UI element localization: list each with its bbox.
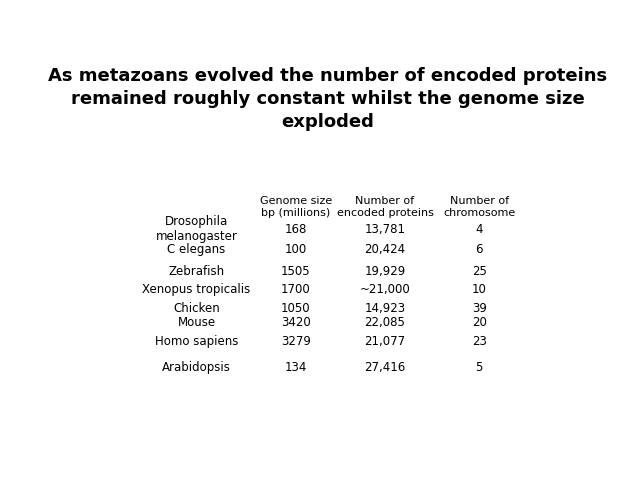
Text: As metazoans evolved the number of encoded proteins
remained roughly constant wh: As metazoans evolved the number of encod… (49, 67, 607, 131)
Text: 10: 10 (472, 283, 486, 296)
Text: Homo sapiens: Homo sapiens (155, 335, 238, 348)
Text: 4: 4 (476, 223, 483, 236)
Text: 3420: 3420 (281, 316, 310, 329)
Text: 27,416: 27,416 (364, 361, 406, 374)
Text: 168: 168 (285, 223, 307, 236)
Text: Zebrafish: Zebrafish (168, 265, 225, 278)
Text: Xenopus tropicalis: Xenopus tropicalis (143, 283, 251, 296)
Text: 21,077: 21,077 (364, 335, 406, 348)
Text: Genome size: Genome size (260, 196, 332, 206)
Text: 22,085: 22,085 (365, 316, 406, 329)
Text: C elegans: C elegans (168, 243, 226, 256)
Text: 13,781: 13,781 (365, 223, 406, 236)
Text: 19,929: 19,929 (364, 265, 406, 278)
Text: bp (millions): bp (millions) (261, 208, 330, 218)
Text: 6: 6 (476, 243, 483, 256)
Text: Chicken: Chicken (173, 302, 220, 315)
Text: 5: 5 (476, 361, 483, 374)
Text: chromosome: chromosome (443, 208, 515, 218)
Text: 134: 134 (285, 361, 307, 374)
Text: Mouse: Mouse (177, 316, 216, 329)
Text: 39: 39 (472, 302, 486, 315)
Text: 23: 23 (472, 335, 486, 348)
Text: ~21,000: ~21,000 (360, 283, 410, 296)
Text: 25: 25 (472, 265, 486, 278)
Text: 1700: 1700 (281, 283, 310, 296)
Text: encoded proteins: encoded proteins (337, 208, 433, 218)
Text: 1050: 1050 (281, 302, 310, 315)
Text: Number of: Number of (355, 196, 415, 206)
Text: 20,424: 20,424 (364, 243, 406, 256)
Text: Arabidopsis: Arabidopsis (162, 361, 231, 374)
Text: 1505: 1505 (281, 265, 310, 278)
Text: 20: 20 (472, 316, 486, 329)
Text: 3279: 3279 (281, 335, 310, 348)
Text: 100: 100 (285, 243, 307, 256)
Text: Number of: Number of (450, 196, 509, 206)
Text: Drosophila
melanogaster: Drosophila melanogaster (156, 216, 237, 243)
Text: 14,923: 14,923 (364, 302, 406, 315)
